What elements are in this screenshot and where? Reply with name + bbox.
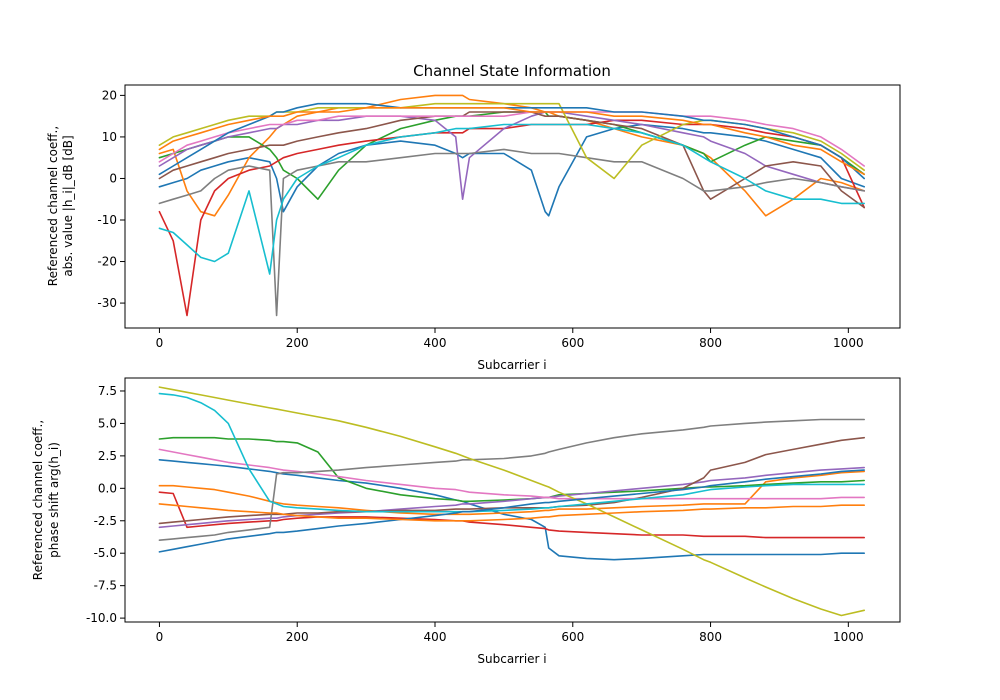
magnitude-series-10-line: [158, 123, 866, 275]
magnitude-series-12-line: [158, 107, 866, 176]
phase-x-tick-label: 200: [286, 630, 309, 644]
magnitude-x-tick-label: 400: [424, 336, 447, 350]
phase-y-tick-label: 0.0: [98, 481, 117, 495]
phase-series-6-line: [158, 436, 866, 525]
phase-series-12-line: [158, 503, 866, 522]
magnitude-y-tick-label: -10: [97, 213, 117, 227]
magnitude-y-axis-label-line-2: abs. value |h_i|_dB [dB]: [61, 135, 75, 276]
magnitude-series-6-line: [158, 111, 866, 209]
phase-y-axis-label-line-1: Referenced channel coeff.,: [31, 420, 45, 580]
phase-series-3-line: [158, 436, 866, 503]
magnitude-y-tick-label: -20: [97, 255, 117, 269]
phase-y-tick-label: -2.5: [94, 514, 117, 528]
phase-series-2-line: [158, 470, 866, 516]
magnitude-axes-frame: [124, 84, 901, 329]
magnitude-y-tick-label: -30: [97, 296, 117, 310]
phase-series-1-line: [158, 458, 866, 561]
magnitude-x-tick-label: 800: [699, 336, 722, 350]
magnitude-series-8-line: [158, 148, 866, 317]
phase-y-tick-label: -10.0: [86, 611, 117, 625]
phase-series-8-line: [158, 418, 866, 542]
phase-ticks: 0 200 400 600 800 1000 7.5 5.0 2.5 0.0 -2.5 -5.0 -7.…: [86, 384, 864, 644]
phase-x-tick-label: 1000: [833, 630, 864, 644]
magnitude-x-tick-label: 200: [286, 336, 309, 350]
phase-y-axis-label-line-2: phase shift arg(h_i): [47, 442, 61, 558]
magnitude-x-axis-label: Subcarrier i: [477, 358, 546, 372]
phase-panel: 0 200 400 600 800 1000 7.5 5.0 2.5 0.0 -2.5 -5.0 -7.…: [31, 377, 901, 666]
phase-y-tick-label: 7.5: [98, 384, 117, 398]
phase-y-tick-label: 2.5: [98, 449, 117, 463]
phase-axes-frame: [124, 377, 901, 623]
magnitude-y-tick-label: 10: [102, 130, 117, 144]
magnitude-panel: 0 200 400 600 800 1000 20 10 0 -10 -20 -30 Subcarri…: [46, 84, 901, 372]
magnitude-x-axis-label-text: Subcarrier i: [477, 358, 546, 372]
magnitude-x-tick-label: 0: [156, 336, 164, 350]
magnitude-x-tick-label: 1000: [833, 336, 864, 350]
magnitude-series-5-line: [158, 111, 866, 200]
phase-x-tick-label: 800: [699, 630, 722, 644]
magnitude-series-layer: [158, 94, 866, 317]
phase-x-tick-label: 600: [561, 630, 584, 644]
phase-series-7-line: [158, 448, 866, 500]
phase-series-layer: [158, 386, 866, 617]
phase-x-tick-label: 0: [156, 630, 164, 644]
phase-y-tick-label: -7.5: [94, 579, 117, 593]
magnitude-x-tick-label: 600: [561, 336, 584, 350]
chart-title: Channel State Information: [413, 62, 611, 80]
magnitude-series-1-line: [158, 123, 866, 217]
magnitude-series-2-line: [158, 94, 866, 217]
phase-y-tick-label: 5.0: [98, 416, 117, 430]
phase-series-11-line: [158, 469, 866, 553]
phase-y-tick-label: -5.0: [94, 546, 117, 560]
phase-series-5-line: [158, 466, 866, 529]
magnitude-y-tick-label: 20: [102, 88, 117, 102]
phase-x-tick-label: 400: [424, 630, 447, 644]
magnitude-ticks: 0 200 400 600 800 1000 20 10 0 -10 -20 -30: [97, 88, 863, 350]
magnitude-y-axis-label-line-1: Referenced channel coeff.,: [46, 126, 60, 286]
magnitude-series-7-line: [158, 111, 866, 167]
magnitude-y-tick-label: 0: [109, 171, 117, 185]
phase-x-axis-label: Subcarrier i: [477, 652, 546, 666]
phase-series-9-line: [158, 386, 866, 617]
